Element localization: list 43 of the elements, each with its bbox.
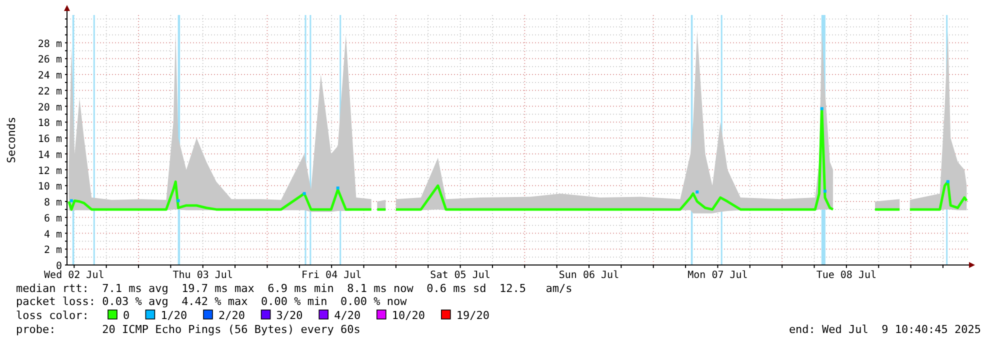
legend-label: 4/20	[334, 309, 361, 322]
text: median rtt: 7.1 ms avg 19.7 ms max 6.9 ms min 8.1 ms now 0.6 ms sd 12.5 am/s	[16, 282, 572, 295]
legend-label: 3/20	[276, 309, 303, 322]
y-tick-label: 28 m	[38, 38, 62, 50]
y-tick-label: 20 m	[38, 102, 62, 114]
x-tick-label: Thu 03 Jul	[172, 270, 233, 281]
y-tick-label: 4 m	[44, 229, 62, 240]
text: probe: 20 ICMP Echo Pings (56 Bytes) every 60s	[16, 323, 360, 336]
x-tick-label: Wed 02 Jul	[44, 270, 104, 281]
x-tick-label: Fri 04 Jul	[301, 270, 362, 281]
legend-title: loss color:	[16, 309, 89, 322]
text: end: Wed Jul 9 10:40:45 2025	[788, 323, 981, 336]
point	[70, 199, 73, 202]
y-tick-label: 6 m	[44, 213, 62, 224]
y-tick-label: 22 m	[38, 86, 62, 98]
point	[696, 190, 699, 194]
point	[820, 107, 824, 110]
legend-label: 10/20	[392, 309, 426, 322]
y-tick-label: 2 m	[44, 245, 62, 256]
point	[946, 180, 950, 184]
legend-label: 1/20	[160, 309, 188, 322]
y-tick-label: 0	[56, 261, 62, 272]
y-tick-label: 12 m	[38, 166, 62, 177]
point	[336, 186, 340, 190]
y-tick-label: 16 m	[38, 134, 62, 146]
y-tick-label: 8 m	[44, 198, 62, 209]
text: packet loss: 0.03 % avg 4.42 % max 0.00 % min 0.00 % now	[16, 295, 408, 308]
y-tick-label: 18 m	[38, 118, 62, 130]
point	[176, 199, 180, 202]
point	[823, 190, 826, 193]
y-tick-label: 26 m	[38, 54, 62, 66]
point	[302, 192, 306, 196]
y-axis-title: Seconds	[5, 116, 18, 164]
legend-label: 0	[123, 309, 130, 322]
y-tick-label: 24 m	[38, 70, 62, 82]
x-tick-label: Tue 08 Jul	[816, 270, 877, 281]
x-tick-label: Sun 06 Jul	[558, 270, 620, 281]
legend-label: 19/20	[456, 309, 490, 322]
y-tick-label: 10 m	[38, 182, 62, 193]
x-tick-label: Sat 05 Jul	[430, 270, 490, 281]
y-tick-label: 14 m	[38, 150, 62, 161]
legend-label: 2/20	[218, 309, 245, 322]
x-tick-label: Mon 07 Jul	[688, 270, 748, 281]
